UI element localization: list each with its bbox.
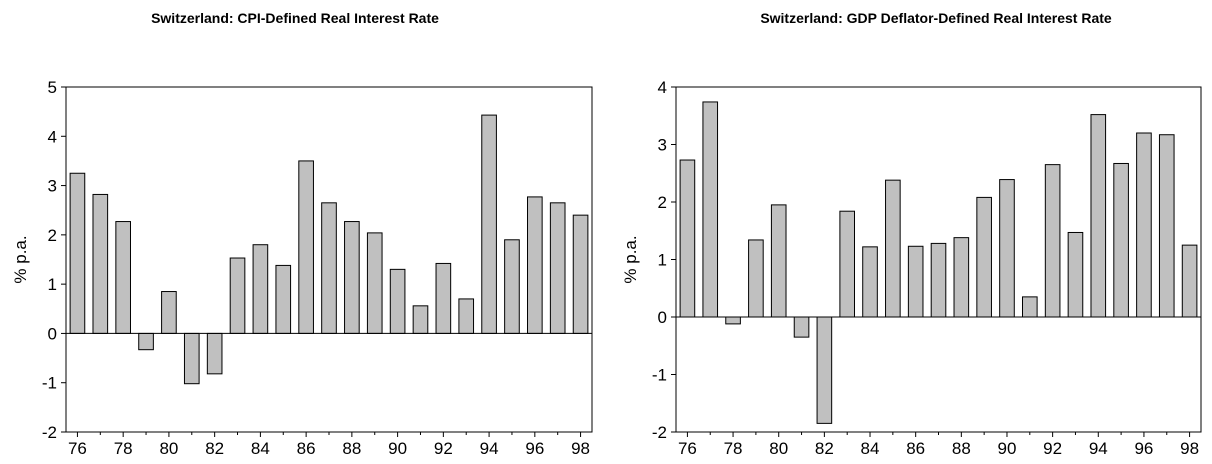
x-tick-label: 90 [388, 439, 407, 458]
bar-80 [161, 291, 177, 334]
bar-91 [412, 305, 429, 334]
gdp-deflator-real-rate-chart: -2 -1 0 1 2 3 4 76 78 80 82 84 86 88 90 92 94 96 98 % p.a. [621, 78, 1202, 458]
x-tick-label: 84 [861, 439, 880, 458]
bar-93 [458, 298, 475, 334]
bar-97 [549, 202, 566, 334]
bar-92 [435, 262, 452, 334]
bar-85 [885, 179, 901, 318]
y-tick-label: 1 [48, 275, 57, 294]
x-tick-label: 80 [769, 439, 788, 458]
bar-87 [321, 202, 337, 334]
bar-86 [907, 245, 924, 318]
y-tick-label: 4 [658, 78, 667, 97]
bar-96 [1136, 132, 1152, 318]
bar-90 [389, 268, 406, 334]
y-tick-label: 4 [48, 127, 57, 146]
y-tick-label: 5 [48, 78, 57, 97]
x-tick-label: 76 [68, 439, 87, 458]
bar-77 [702, 101, 719, 318]
bar-94 [481, 114, 497, 334]
x-tick-label: 94 [480, 439, 499, 458]
bar-76 [69, 172, 86, 334]
x-tick-label: 98 [571, 439, 590, 458]
x-tick-label: 92 [1043, 439, 1062, 458]
chart-title: Switzerland: GDP Deflator-Defined Real I… [760, 10, 1112, 26]
y-tick-label: 3 [48, 177, 57, 196]
bar-91 [1022, 296, 1038, 318]
x-tick-label: 76 [678, 439, 697, 458]
x-tick-label: 98 [1180, 439, 1199, 458]
bar-97 [1158, 134, 1175, 318]
y-tick-label: 1 [658, 251, 667, 270]
x-tick-label: 86 [906, 439, 925, 458]
bar-77 [92, 193, 109, 334]
bar-82 [206, 332, 223, 375]
y-tick-label: -2 [42, 423, 57, 442]
bar-88 [953, 237, 970, 318]
chart-title: Switzerland: CPI-Defined Real Interest R… [151, 10, 439, 26]
bar-79 [748, 239, 764, 318]
y-tick-label: -1 [42, 374, 57, 393]
x-tick-label: 86 [297, 439, 316, 458]
bar-82 [816, 316, 833, 424]
y-tick-label: 0 [48, 324, 57, 343]
bar-98 [572, 214, 589, 334]
y-tick-label: 0 [658, 308, 667, 327]
y-tick-label: -1 [652, 366, 667, 385]
bar-76 [679, 159, 696, 318]
x-tick-label: 90 [998, 439, 1017, 458]
x-tick-label: 80 [159, 439, 178, 458]
bar-85 [275, 264, 292, 334]
y-axis-label: % p.a. [11, 235, 30, 283]
x-tick-label: 88 [342, 439, 361, 458]
bar-78 [115, 221, 131, 334]
bar-88 [344, 221, 360, 334]
x-tick-label: 78 [114, 439, 133, 458]
bar-86 [298, 160, 314, 334]
x-tick-label: 92 [434, 439, 453, 458]
y-tick-label: 2 [48, 226, 57, 245]
bar-87 [930, 242, 947, 318]
bar-84 [862, 246, 878, 318]
bar-80 [770, 204, 787, 318]
y-tick-label: -2 [652, 423, 667, 442]
bar-83 [839, 210, 856, 318]
bar-89 [366, 232, 383, 334]
bar-94 [1090, 114, 1107, 318]
x-tick-label: 82 [205, 439, 224, 458]
bar-78 [725, 316, 741, 325]
bar-96 [527, 196, 543, 334]
bar-93 [1067, 231, 1084, 318]
y-tick-label: 2 [658, 193, 667, 212]
bar-90 [999, 179, 1015, 318]
bar-81 [183, 332, 200, 385]
chart-panel-gdp-deflator: Switzerland: GDP Deflator-Defined Real I… [606, 0, 1212, 464]
bar-95 [1113, 162, 1129, 318]
x-tick-label: 82 [815, 439, 834, 458]
chart-panel-cpi: Switzerland: CPI-Defined Real Interest R… [11, 10, 593, 458]
x-tick-label: 96 [1134, 439, 1153, 458]
bar-95 [504, 239, 520, 334]
x-tick-label: 96 [525, 439, 544, 458]
bar-81 [793, 316, 810, 338]
cpi-real-rate-chart: -2 -1 0 1 2 3 4 5 76 78 80 82 84 86 88 90 92 94 96 98 % p.a. [11, 78, 593, 458]
bar-89 [976, 196, 992, 318]
bar-98 [1181, 244, 1198, 318]
bar-84 [252, 244, 269, 334]
bar-92 [1044, 164, 1061, 318]
bar-83 [229, 257, 246, 334]
x-tick-label: 94 [1089, 439, 1108, 458]
x-tick-label: 88 [952, 439, 971, 458]
y-axis-label: % p.a. [621, 235, 640, 283]
x-tick-label: 84 [251, 439, 270, 458]
bar-79 [138, 332, 154, 351]
y-tick-label: 3 [658, 136, 667, 155]
x-tick-label: 78 [724, 439, 743, 458]
